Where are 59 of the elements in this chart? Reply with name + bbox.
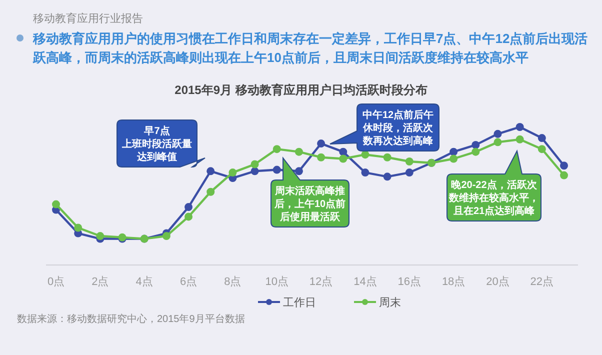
x-tick-label: 14点 bbox=[354, 275, 377, 288]
point bbox=[450, 148, 458, 156]
point bbox=[383, 153, 392, 162]
legend-label: 工作日 bbox=[283, 297, 316, 309]
point bbox=[516, 123, 524, 131]
point bbox=[405, 158, 414, 166]
point bbox=[405, 168, 414, 177]
x-tick-label: 8点 bbox=[224, 275, 242, 288]
point bbox=[96, 232, 104, 240]
annotation: 周末活跃高峰推后，上午10点前后使用最活跃 bbox=[273, 185, 346, 223]
x-tick-label: 20点 bbox=[486, 275, 510, 288]
point bbox=[184, 203, 193, 212]
point bbox=[494, 138, 502, 146]
point bbox=[538, 134, 546, 142]
source-note: 数据来源：移动数据研究中心，2015年9月平台数据 bbox=[17, 313, 245, 325]
point bbox=[317, 140, 326, 148]
x-tick-label: 12点 bbox=[309, 275, 333, 288]
x-tick-label: 22点 bbox=[530, 275, 554, 288]
point bbox=[272, 145, 281, 154]
point bbox=[494, 130, 502, 138]
point bbox=[560, 162, 568, 170]
point bbox=[317, 153, 326, 162]
annotation: 早7点上班时段活跃量达到峰值 bbox=[121, 125, 192, 163]
point bbox=[361, 168, 370, 177]
point bbox=[294, 148, 303, 156]
point bbox=[206, 167, 215, 176]
x-tick-label: 2点 bbox=[92, 275, 109, 288]
chart-title: 2015年9月 移动教育应用用户日均活跃时段分布 bbox=[174, 83, 428, 97]
point bbox=[361, 150, 370, 159]
point bbox=[250, 167, 259, 176]
text: 移动教育应用行业报告 bbox=[33, 12, 143, 25]
point bbox=[472, 140, 480, 149]
point bbox=[184, 212, 193, 221]
point bbox=[450, 154, 458, 163]
text: 移动教育应用用户的使用习惯在工作日和周末存在一定差异，工作日早7点、中午12点前后出现活跃高峰，而周末的活跃高峰则出现在上午10点前后，且周末日间活跃度维持在较高水平 bbox=[32, 31, 588, 65]
point bbox=[339, 154, 348, 163]
point bbox=[228, 168, 237, 177]
point bbox=[538, 145, 546, 154]
point bbox=[294, 167, 303, 176]
x-tick-label: 18点 bbox=[442, 275, 466, 288]
point bbox=[472, 148, 480, 156]
point bbox=[272, 166, 281, 174]
annotation: 中午12点前后午休时段，活跃次数再次达到高峰 bbox=[362, 109, 434, 147]
x-tick-label: 10点 bbox=[265, 275, 288, 288]
point bbox=[250, 160, 259, 168]
x-tick-label: 16点 bbox=[398, 275, 422, 288]
x-tick-label: 6点 bbox=[180, 275, 198, 288]
point bbox=[162, 232, 170, 240]
legend-label: 周末 bbox=[379, 296, 401, 309]
annotation: 晚20-22点，活跃次数维持在较高水平，且在21点达到高峰 bbox=[448, 179, 539, 217]
point bbox=[339, 148, 348, 156]
point bbox=[383, 172, 392, 181]
x-tick-label: 4点 bbox=[136, 275, 153, 288]
x-tick-label: 0点 bbox=[47, 275, 65, 288]
point bbox=[206, 188, 215, 196]
point bbox=[74, 224, 82, 232]
point bbox=[52, 200, 60, 208]
point bbox=[560, 171, 568, 180]
point bbox=[516, 135, 524, 144]
